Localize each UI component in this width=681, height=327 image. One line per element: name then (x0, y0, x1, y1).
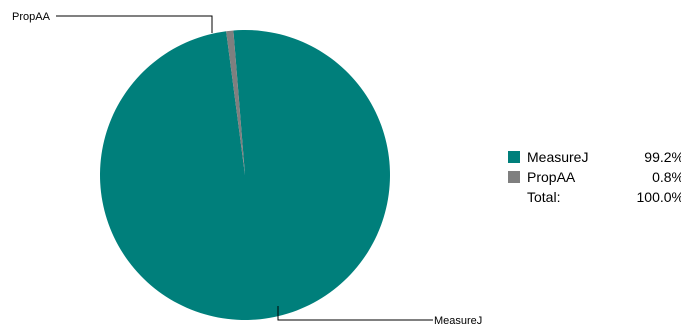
callout-line-propaa (56, 15, 213, 33)
legend: MeasureJ 99.2% PropAA 0.8% Total: 100.0% (508, 147, 681, 207)
pie-slices (100, 29, 391, 321)
callouts: MeasureJ PropAA (12, 11, 482, 327)
legend-row-measurej: MeasureJ 99.2% (508, 147, 681, 167)
legend-value-measurej: 99.2% (644, 149, 681, 165)
pie-slice-measurej (100, 29, 391, 321)
callout-label-propaa: PropAA (12, 11, 51, 23)
legend-total-value: 100.0% (636, 189, 681, 205)
callout-line-measurej (277, 306, 433, 321)
legend-label-measurej: MeasureJ (527, 149, 589, 165)
legend-row-propaa: PropAA 0.8% (508, 167, 681, 187)
legend-swatch-propaa (508, 171, 520, 183)
legend-total-label: Total: (527, 189, 561, 205)
callout-label-measurej: MeasureJ (434, 315, 482, 327)
legend-row-total: Total: 100.0% (508, 187, 681, 207)
legend-value-propaa: 0.8% (652, 169, 681, 185)
legend-swatch-measurej (508, 151, 520, 163)
pie-slice-propaa (226, 30, 245, 176)
legend-label-propaa: PropAA (527, 169, 576, 185)
